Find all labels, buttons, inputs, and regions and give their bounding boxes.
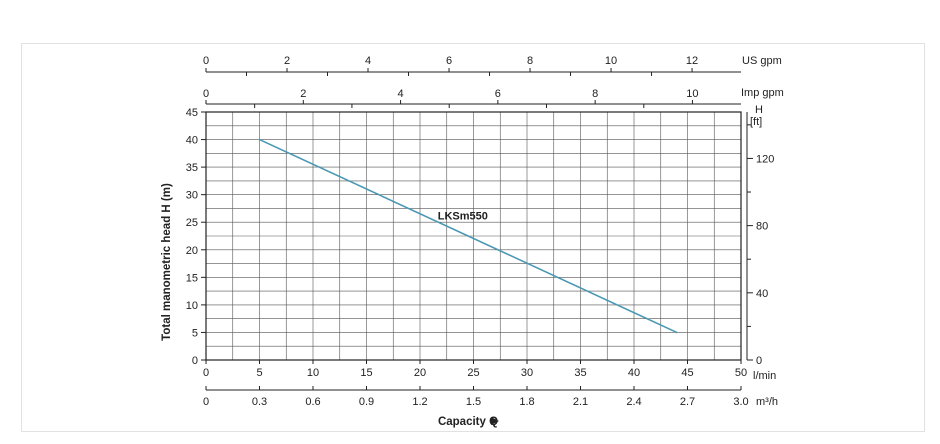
m3h-tick-label: 0.9 (359, 396, 374, 408)
series-point (258, 138, 261, 141)
series-point (676, 331, 678, 334)
m3h-tick-label: 2.7 (680, 396, 695, 408)
m3h-tick-label: 0.6 (305, 396, 320, 408)
us-gpm-tick-label: 2 (284, 55, 290, 67)
y-tick-label: 0 (192, 355, 198, 367)
m3h-tick-label: 0.3 (252, 396, 267, 408)
x-tick-label: 25 (467, 367, 479, 379)
us-gpm-tick-label: 8 (527, 55, 533, 67)
chart-frame: LKSm550 0 5 10 15 20 25 30 35 40 45 0 5 10 15 20 25 30 35… (21, 43, 925, 432)
m3h-tick-label: 3.0 (733, 396, 748, 408)
us-gpm-label: US gpm (742, 55, 782, 67)
imp-gpm-tick-label: 8 (592, 88, 598, 100)
x-tick-label: 0 (203, 367, 209, 379)
us-gpm-tick-label: 12 (686, 55, 698, 67)
m3h-axis-label: m³/h (756, 396, 778, 408)
us-gpm-tick-label: 6 (446, 55, 452, 67)
m3h-tick-label: 1.5 (466, 396, 481, 408)
ft-axis-unit: [ft] (750, 116, 762, 128)
us-gpm-tick-label: 0 (203, 55, 209, 67)
x-tick-label: 30 (521, 367, 533, 379)
imp-gpm-tick-label: 2 (300, 88, 306, 100)
series-layer: LKSm550 (258, 138, 678, 334)
m3h-tick-label: 0 (203, 396, 209, 408)
ft-tick-label: 0 (756, 355, 762, 367)
x-tick-label: 10 (307, 367, 319, 379)
grid (205, 111, 742, 361)
imp-gpm-tick-label: 4 (398, 88, 404, 100)
x-tick-label: 40 (628, 367, 640, 379)
y-tick-label: 10 (186, 300, 198, 312)
m3h-tick-label: 2.1 (573, 396, 588, 408)
x-unit-label: l/min (753, 370, 776, 382)
ft-tick-label: 120 (756, 153, 774, 165)
ft-tick-label: 40 (756, 288, 768, 300)
y-tick-label: 30 (186, 190, 198, 202)
x-tick-label: 35 (574, 367, 586, 379)
y-tick-label: 45 (186, 107, 198, 119)
imp-gpm-label: Imp gpm (741, 87, 784, 99)
x-tick-label: 15 (360, 367, 372, 379)
ft-tick-label: 80 (756, 221, 768, 233)
imp-gpm-tick-label: 6 (495, 88, 501, 100)
imp-gpm-tick-label: 0 (203, 88, 209, 100)
x-tick-label: 5 (256, 367, 262, 379)
series-line-LKSm550 (259, 138, 678, 334)
x-axis-arrow-icon (491, 417, 499, 425)
x-tick-label: 45 (681, 367, 693, 379)
m3h-tick-label: 2.4 (626, 396, 641, 408)
ft-axis-label: H (755, 104, 763, 116)
y-axis-label: Total manometric head H (m) (161, 183, 173, 341)
m3h-tick-label: 1.2 (412, 396, 427, 408)
m3h-tick-label: 1.8 (519, 396, 534, 408)
x-tick-label: 20 (414, 367, 426, 379)
x-axis-label: Capacity Q (438, 416, 498, 428)
y-tick-label: 5 (192, 327, 198, 339)
us-gpm-tick-label: 4 (365, 55, 371, 67)
y-tick-label: 15 (186, 272, 198, 284)
y-tick-label: 35 (186, 162, 198, 174)
series-label: LKSm550 (438, 210, 488, 222)
y-tick-label: 25 (186, 217, 198, 229)
x-tick-label: 50 (735, 367, 747, 379)
imp-gpm-tick-label: 10 (686, 88, 698, 100)
y-tick-label: 20 (186, 245, 198, 257)
y-tick-label: 40 (186, 135, 198, 147)
us-gpm-tick-label: 10 (605, 55, 617, 67)
